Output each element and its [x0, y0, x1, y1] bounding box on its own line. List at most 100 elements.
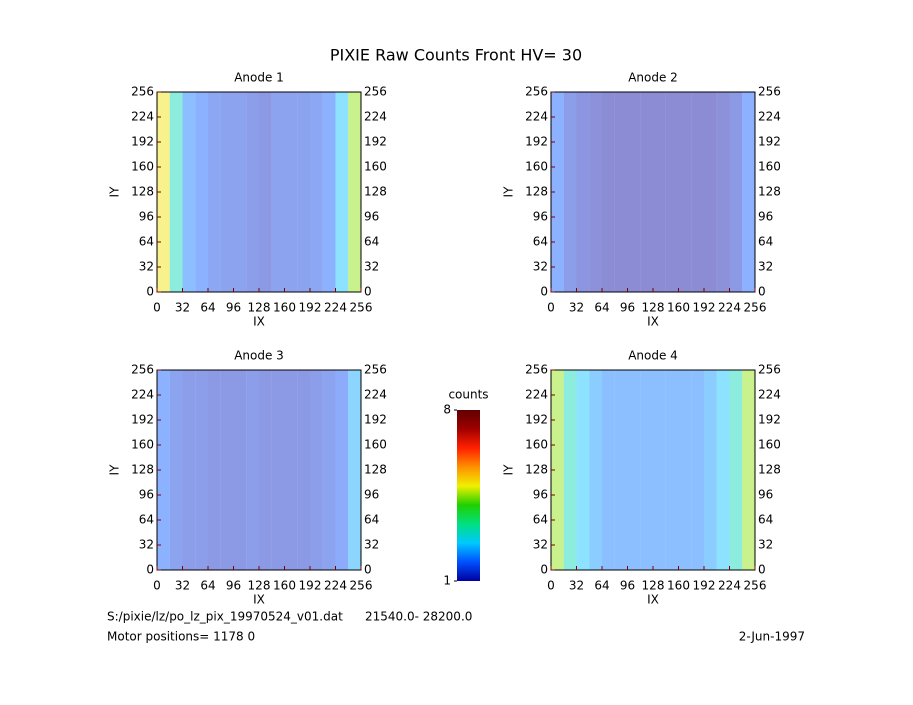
x-tick-label: 192 [693, 301, 716, 315]
heat-cell [589, 370, 602, 570]
y-tick-label: 192 [525, 413, 548, 427]
x-tick-label: 224 [324, 301, 347, 315]
y2-tick-label: 192 [758, 135, 781, 149]
heat-cell [742, 370, 755, 570]
x-tick-label: 160 [273, 301, 296, 315]
heat-cell [678, 92, 692, 292]
heat-cell [729, 370, 743, 570]
y-tick-label: 160 [131, 438, 154, 452]
x-tick-label: 192 [693, 579, 716, 593]
x-tick-label: 96 [226, 579, 241, 593]
y-tick-label: 32 [139, 260, 154, 274]
y2-tick-label: 96 [364, 210, 379, 224]
x-tick-label: 64 [594, 301, 609, 315]
colorbar-label: counts [448, 388, 488, 402]
y-tick-label: 64 [139, 513, 154, 527]
heat-cell [195, 370, 208, 570]
footer-range: 21540.0- 28200.0 [365, 610, 472, 624]
heat-cell [614, 370, 628, 570]
colorbar-tick-label: 1 [443, 574, 451, 588]
y2-tick-label: 0 [758, 563, 766, 577]
heat-cell [297, 92, 310, 292]
heat-cell [169, 92, 183, 292]
x-tick-label: 128 [248, 301, 271, 315]
y2-tick-label: 64 [364, 235, 379, 249]
x-tick-label: 160 [667, 301, 690, 315]
x-tick-label: 224 [324, 579, 347, 593]
y2-tick-label: 128 [758, 463, 781, 477]
y-tick-label: 32 [533, 260, 548, 274]
y2-tick-label: 128 [364, 463, 387, 477]
x-tick-label: 256 [744, 301, 767, 315]
heat-cell [653, 370, 666, 570]
y-tick-label: 96 [533, 210, 548, 224]
y-tick-label: 128 [525, 185, 548, 199]
heat-cell [653, 92, 666, 292]
y2-tick-label: 224 [758, 110, 781, 124]
x-tick-label: 0 [547, 579, 555, 593]
heat-cell [195, 92, 208, 292]
y-tick-label: 96 [139, 488, 154, 502]
x-tick-label: 0 [547, 301, 555, 315]
y2-tick-label: 32 [758, 538, 773, 552]
footer-date: 2-Jun-1997 [739, 630, 805, 644]
x-axis-label: IX [253, 315, 265, 329]
y2-tick-label: 0 [364, 563, 372, 577]
y-tick-label: 0 [146, 285, 154, 299]
heat-cell [348, 92, 361, 292]
heat-cell [563, 370, 577, 570]
footer-motor: Motor positions= 1178 0 [107, 630, 255, 644]
y2-tick-label: 160 [758, 438, 781, 452]
y-tick-label: 64 [533, 235, 548, 249]
y-tick-label: 224 [525, 110, 548, 124]
y2-tick-label: 256 [758, 85, 781, 99]
y-tick-label: 96 [533, 488, 548, 502]
y2-tick-label: 192 [364, 135, 387, 149]
y2-tick-label: 32 [364, 260, 379, 274]
y2-tick-label: 224 [758, 388, 781, 402]
y2-tick-label: 224 [364, 110, 387, 124]
y2-tick-label: 256 [364, 363, 387, 377]
heat-cell [284, 92, 298, 292]
y2-tick-label: 128 [364, 185, 387, 199]
panel-title: Anode 2 [628, 71, 678, 85]
y-tick-label: 224 [131, 388, 154, 402]
heat-cell [335, 92, 349, 292]
x-tick-label: 160 [667, 579, 690, 593]
x-tick-label: 32 [569, 301, 584, 315]
heat-cell [691, 370, 704, 570]
x-axis-label: IX [647, 315, 659, 329]
y2-tick-label: 0 [364, 285, 372, 299]
y2-tick-label: 224 [364, 388, 387, 402]
y-tick-label: 160 [131, 160, 154, 174]
heat-cell [665, 92, 679, 292]
heat-cell [169, 370, 183, 570]
heat-cell [576, 370, 590, 570]
y2-tick-label: 96 [758, 488, 773, 502]
heat-cell [704, 370, 717, 570]
x-tick-label: 32 [175, 579, 190, 593]
x-tick-label: 64 [200, 579, 215, 593]
heat-cell [335, 370, 349, 570]
panel-title: Anode 1 [234, 71, 284, 85]
y2-tick-label: 256 [364, 85, 387, 99]
x-tick-label: 96 [226, 301, 241, 315]
x-tick-label: 224 [718, 579, 741, 593]
y2-tick-label: 128 [758, 185, 781, 199]
x-tick-label: 128 [248, 579, 271, 593]
heat-cell [208, 370, 221, 570]
x-tick-label: 96 [620, 301, 635, 315]
heat-cell [716, 370, 730, 570]
heat-cell [602, 370, 615, 570]
heat-cell [182, 92, 196, 292]
y-tick-label: 192 [131, 135, 154, 149]
y-tick-label: 256 [525, 85, 548, 99]
heat-cell [259, 92, 272, 292]
heat-cell [322, 370, 336, 570]
heat-cell [271, 370, 285, 570]
y-tick-label: 32 [139, 538, 154, 552]
y-axis-label: IY [108, 464, 122, 476]
y-tick-label: 128 [525, 463, 548, 477]
heat-cell [742, 92, 755, 292]
x-axis-label: IX [647, 593, 659, 607]
